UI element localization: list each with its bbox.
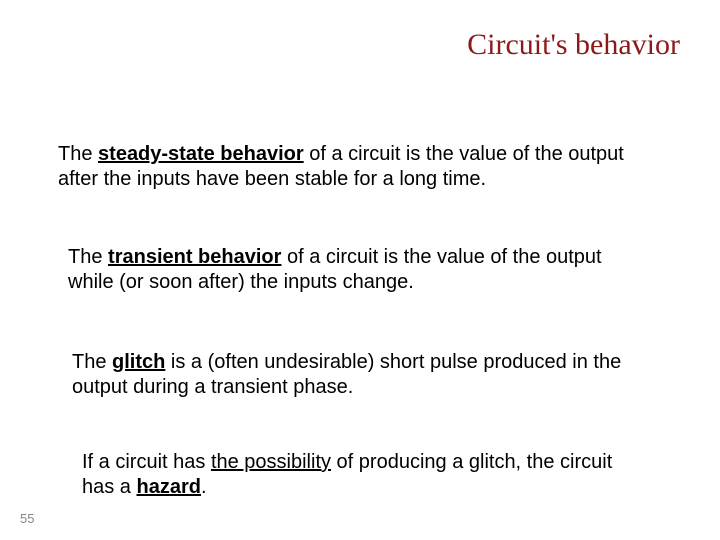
- paragraph-transient: The transient behavior of a circuit is t…: [68, 245, 650, 295]
- text-prefix: If a circuit has: [82, 451, 211, 473]
- underline-possibility: the possibility: [211, 451, 331, 473]
- term-transient: transient behavior: [108, 246, 281, 268]
- text-prefix: The: [58, 143, 98, 165]
- text-prefix: The: [68, 246, 108, 268]
- paragraph-glitch: The glitch is a (often undesirable) shor…: [72, 350, 650, 400]
- page-number: 55: [20, 511, 34, 526]
- text-prefix: The: [72, 351, 112, 373]
- slide: Circuit's behavior The steady-state beha…: [0, 0, 720, 540]
- paragraph-steady-state: The steady-state behavior of a circuit i…: [58, 142, 650, 192]
- paragraph-hazard: If a circuit has the possibility of prod…: [82, 450, 630, 500]
- slide-title: Circuit's behavior: [0, 28, 680, 62]
- term-glitch: glitch: [112, 351, 165, 373]
- term-steady-state: steady-state behavior: [98, 143, 304, 165]
- term-hazard: hazard: [136, 476, 200, 498]
- text-tail: .: [201, 476, 207, 498]
